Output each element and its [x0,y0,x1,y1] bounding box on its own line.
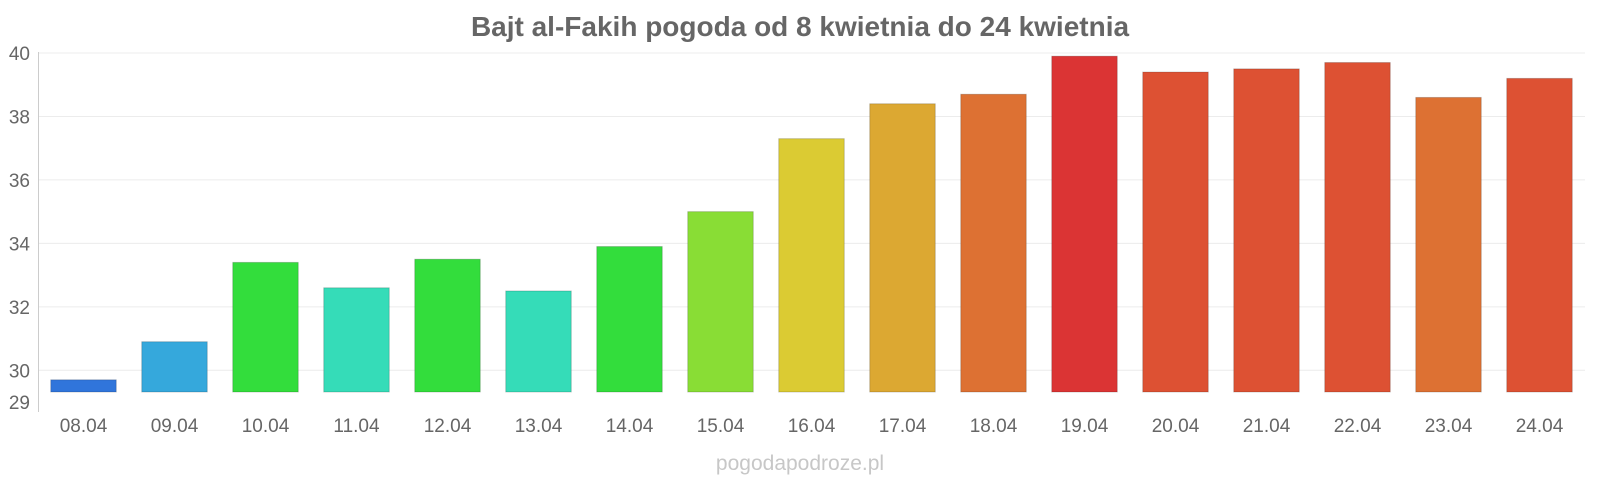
y-tick-label: 38 [9,107,30,128]
x-tick-label: 11.04 [333,416,380,437]
x-tick-label: 23.04 [1425,416,1473,437]
x-tick-label: 12.04 [424,416,472,437]
chart-title: Bajt al-Fakih pogoda od 8 kwietnia do 24… [471,11,1130,42]
bar-11.04 [323,287,390,393]
bar-14.04 [596,246,663,393]
y-tick-label: 30 [9,361,30,382]
y-tick-label: 34 [9,234,31,255]
bar-20.04 [1142,71,1209,393]
bar-12.04 [414,258,481,393]
bar-16.04 [778,138,845,393]
bar-24.04 [1506,77,1573,393]
x-tick-label: 16.04 [788,416,836,437]
x-tick-label: 13.04 [515,416,563,437]
x-tick-label: 15.04 [697,416,745,437]
y-tick-label: 29 [9,393,30,414]
bar-21.04 [1233,68,1300,393]
watermark: pogodapodroze.pl [716,452,884,475]
y-tick-label: 32 [9,298,30,319]
y-tick-label: 36 [9,171,30,192]
bar-18.04 [960,93,1027,393]
x-axis-ticks: 08.04 09.04 10.04 11.04 12.04 13.04 14.04 15.04… [60,416,1564,437]
x-tick-label: 21.04 [1243,416,1291,437]
x-tick-label: 08.04 [60,416,108,437]
bar-15.04 [687,211,754,393]
bars [50,55,1573,393]
bar-22.04 [1324,62,1391,393]
bar-19.04 [1051,55,1118,393]
x-tick-label: 09.04 [151,416,199,437]
bar-09.04 [141,341,208,393]
x-tick-label: 18.04 [970,416,1018,437]
x-tick-label: 24.04 [1516,416,1564,437]
x-tick-label: 20.04 [1152,416,1200,437]
x-tick-label: 19.04 [1061,416,1109,437]
y-axis-ticks: 29 30 32 34 36 38 40 [9,44,31,414]
y-tick-label: 40 [9,44,30,65]
bar-17.04 [869,103,936,393]
bar-08.04 [50,379,117,393]
bar-10.04 [232,261,299,393]
bar-23.04 [1415,96,1482,393]
x-tick-label: 14.04 [606,416,654,437]
x-tick-label: 22.04 [1334,416,1382,437]
x-tick-label: 10.04 [242,416,290,437]
x-tick-label: 17.04 [879,416,927,437]
bar-13.04 [505,290,572,393]
